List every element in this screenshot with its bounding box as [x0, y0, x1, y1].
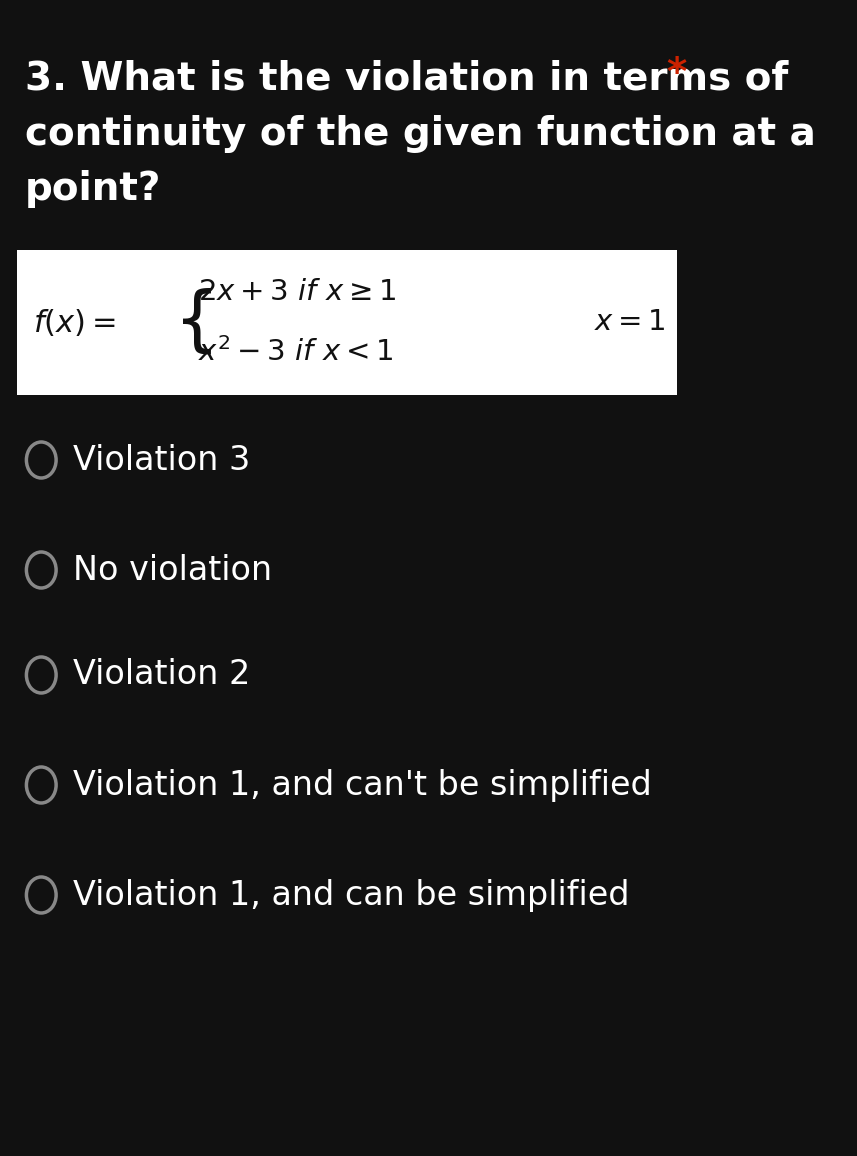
Text: $2x + 3\ \mathit{if}\ x \geq 1$: $2x + 3\ \mathit{if}\ x \geq 1$: [198, 277, 396, 306]
Text: $x = 1$: $x = 1$: [594, 307, 666, 336]
Text: No violation: No violation: [73, 554, 272, 586]
Text: $x^2 - 3\ \mathit{if}\ x < 1$: $x^2 - 3\ \mathit{if}\ x < 1$: [198, 338, 393, 366]
Text: Violation 3: Violation 3: [73, 444, 250, 476]
Text: Violation 1, and can be simplified: Violation 1, and can be simplified: [73, 879, 629, 911]
Text: *: *: [667, 55, 686, 92]
Text: Violation 2: Violation 2: [73, 659, 250, 691]
Text: 3. What is the violation in terms of: 3. What is the violation in terms of: [25, 60, 788, 98]
Text: point?: point?: [25, 170, 161, 208]
FancyBboxPatch shape: [16, 250, 677, 395]
Text: $f(x) = $: $f(x) = $: [33, 306, 116, 338]
Text: $\{$: $\{$: [173, 287, 213, 357]
Text: Violation 1, and can't be simplified: Violation 1, and can't be simplified: [73, 769, 651, 801]
Text: continuity of the given function at a: continuity of the given function at a: [25, 114, 816, 153]
